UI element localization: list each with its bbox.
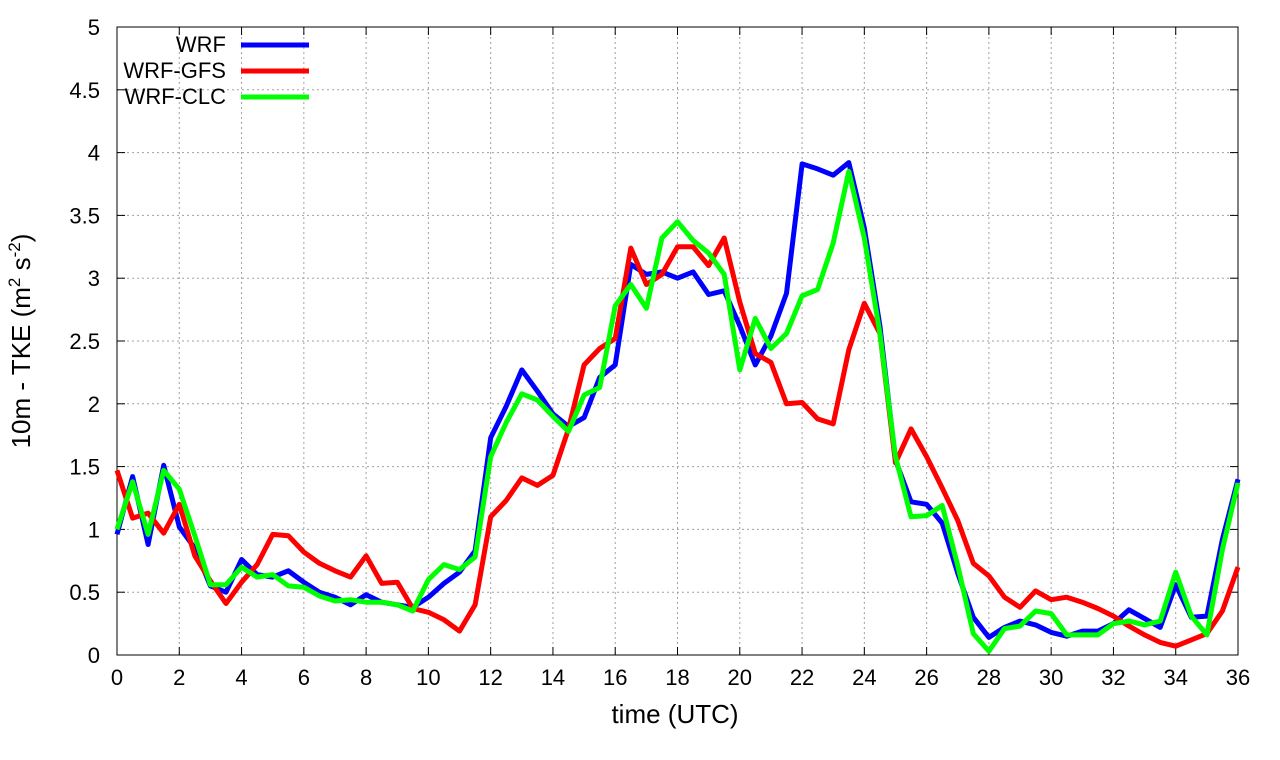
y-tick-label: 3 (88, 266, 100, 291)
y-tick-label: 0.5 (69, 580, 100, 605)
x-tick-label: 10 (416, 665, 440, 690)
x-tick-label: 14 (541, 665, 565, 690)
y-axis-label-mid: s (6, 257, 36, 277)
x-tick-label: 2 (173, 665, 185, 690)
x-tick-label: 16 (603, 665, 627, 690)
x-axis-ticks: 0 2 4 6 8 10 12 14 16 18 20 22 24 26 28 30 32 34 36 (111, 27, 1250, 690)
grid (117, 27, 1238, 655)
x-tick-label: 24 (852, 665, 876, 690)
y-tick-label: 4 (88, 141, 100, 166)
y-tick-label: 3.5 (69, 203, 100, 228)
y-tick-label: 4.5 (69, 78, 100, 103)
y-tick-label: 1.5 (69, 455, 100, 480)
series-line-wrf-clc (114, 168, 1241, 654)
legend-label-wrf-clc: WRF-CLC (125, 84, 227, 109)
legend-label-wrf-gfs: WRF-GFS (123, 58, 226, 83)
x-tick-label: 18 (665, 665, 689, 690)
y-axis-label-end: ) (6, 234, 36, 243)
series-group (114, 160, 1241, 654)
legend-label-wrf: WRF (176, 32, 226, 57)
y-tick-label: 2.5 (69, 329, 100, 354)
x-tick-label: 26 (914, 665, 938, 690)
x-tick-label: 20 (728, 665, 752, 690)
x-tick-label: 4 (235, 665, 247, 690)
y-axis-label: 10m - TKE (m2 s-2) (5, 234, 36, 449)
x-tick-label: 6 (298, 665, 310, 690)
y-tick-label: 2 (88, 392, 100, 417)
x-tick-label: 22 (790, 665, 814, 690)
x-tick-label: 32 (1101, 665, 1125, 690)
x-tick-label: 0 (111, 665, 123, 690)
x-tick-label: 28 (977, 665, 1001, 690)
x-tick-label: 30 (1039, 665, 1063, 690)
y-tick-label: 1 (88, 517, 100, 542)
y-tick-label: 0 (88, 643, 100, 668)
y-axis-ticks: 0 0.5 1 1.5 2 2.5 3 3.5 4 4.5 5 (69, 15, 1238, 668)
x-axis-label: time (UTC) (611, 699, 738, 729)
series-line-wrf-gfs (114, 235, 1241, 649)
x-tick-label: 36 (1226, 665, 1250, 690)
y-tick-label: 5 (88, 15, 100, 40)
x-tick-label: 8 (360, 665, 372, 690)
x-tick-label: 34 (1163, 665, 1187, 690)
y-axis-label-sup2: -2 (5, 242, 24, 257)
series-line-wrf (114, 160, 1241, 640)
x-tick-label: 12 (478, 665, 502, 690)
y-axis-label-sup1: 2 (5, 278, 24, 287)
y-axis-label-main: 10m - TKE (m (6, 287, 36, 448)
